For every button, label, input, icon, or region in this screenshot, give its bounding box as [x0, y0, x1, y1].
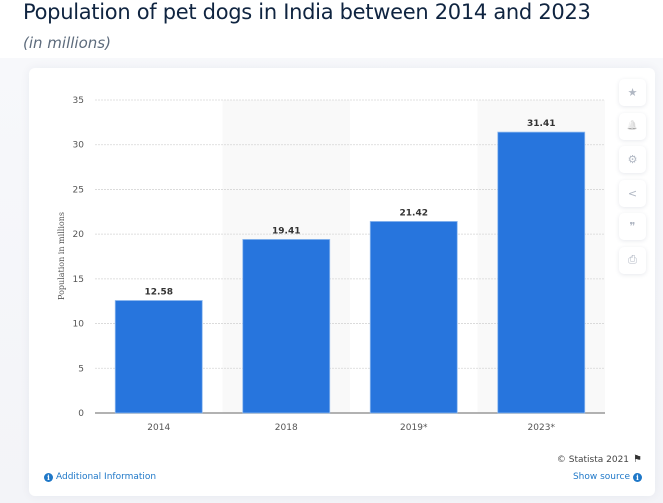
data-label: 19.41	[272, 226, 300, 236]
data-label: 31.41	[527, 119, 555, 129]
y-tick-label: 15	[73, 275, 84, 285]
additional-information-label: Additional Information	[56, 472, 157, 482]
y-tick-label: 0	[78, 409, 84, 419]
y-tick-label: 5	[78, 364, 84, 374]
x-tick-label: 2018	[275, 423, 298, 433]
y-tick-label: 25	[73, 185, 84, 195]
data-label: 21.42	[400, 208, 428, 218]
additional-information-link[interactable]: i Additional Information	[44, 472, 156, 482]
info-icon: i	[44, 472, 53, 482]
printer-icon: ⎙	[628, 253, 637, 266]
info-icon: i	[633, 472, 642, 482]
bar	[242, 239, 331, 414]
cite-button[interactable]: ❞	[619, 213, 646, 240]
settings-button[interactable]: ⚙	[619, 146, 646, 173]
y-tick-label: 35	[73, 96, 84, 106]
y-tick-label: 10	[73, 320, 85, 330]
share-icon: <	[627, 186, 638, 200]
y-tick-label: 20	[73, 230, 85, 240]
y-tick-label: 30	[73, 141, 85, 151]
bar	[369, 221, 458, 414]
bell-icon: 🔔	[626, 121, 639, 131]
x-tick-label: 2019*	[400, 423, 428, 433]
credit-text: © Statista 2021	[556, 454, 630, 465]
notification-button[interactable]: 🔔	[619, 112, 646, 140]
star-icon: ★	[627, 86, 638, 99]
share-button[interactable]: <	[619, 179, 646, 207]
favorite-button[interactable]: ★	[619, 79, 646, 106]
y-axis-label: Population in millions	[57, 212, 66, 300]
gear-icon: ⚙	[627, 153, 638, 166]
statista-credit: © Statista 2021 ⚑	[557, 454, 642, 465]
show-source-link[interactable]: Show source i	[573, 472, 642, 482]
bar	[114, 300, 203, 414]
bar	[497, 131, 586, 414]
quote-icon: ❞	[629, 220, 636, 233]
print-button[interactable]: ⎙	[619, 246, 646, 274]
data-label: 12.58	[145, 287, 173, 297]
x-tick-label: 2014	[147, 423, 170, 433]
x-tick-label: 2023*	[528, 423, 556, 433]
flag-icon[interactable]: ⚑	[633, 454, 642, 465]
chart-subtitle: (in millions)	[23, 34, 111, 52]
chart-title: Population of pet dogs in India between …	[23, 0, 591, 24]
show-source-label: Show source	[572, 472, 630, 482]
